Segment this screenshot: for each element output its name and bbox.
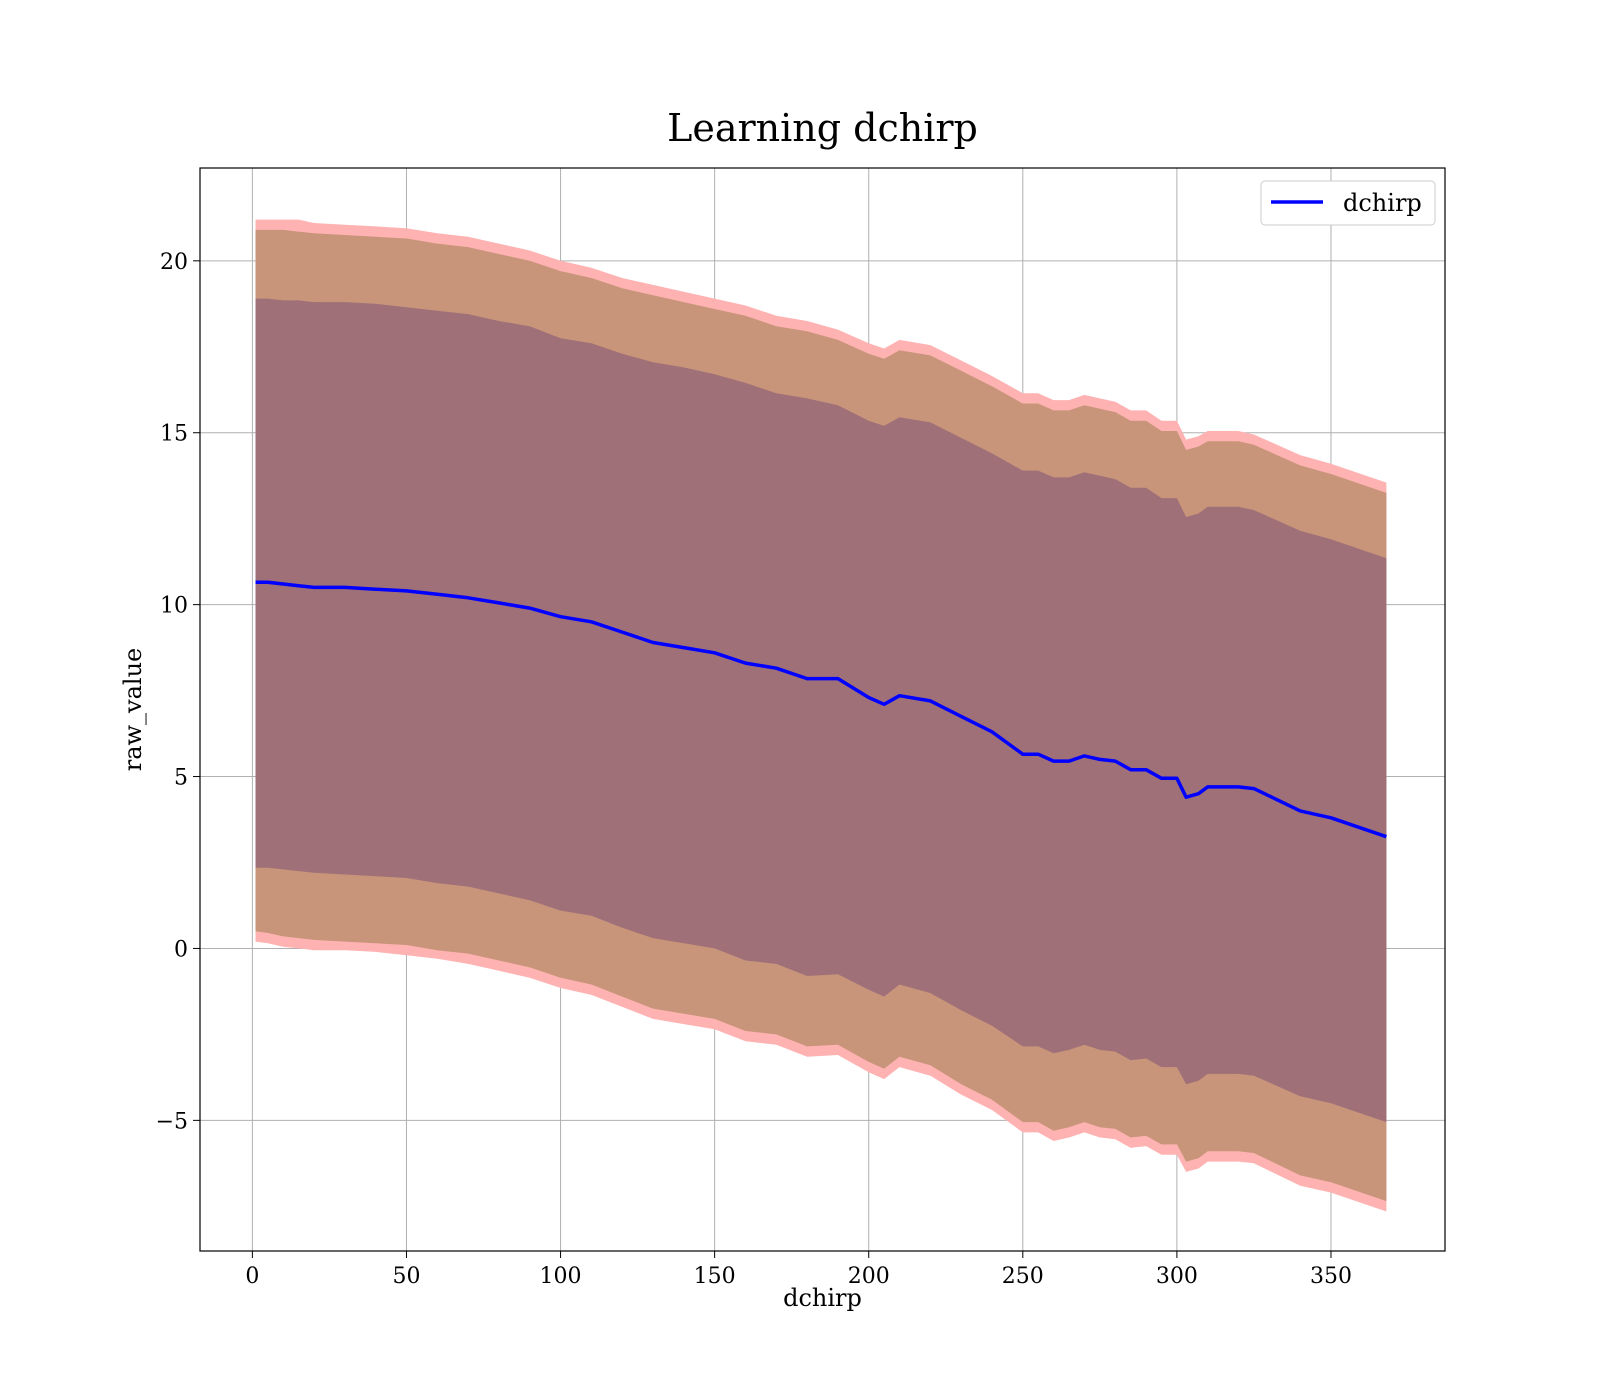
- y-axis-ticks: −5 0 5 10 15 20: [156, 250, 200, 1134]
- x-axis-label: dchirp: [783, 1284, 862, 1312]
- y-tick-label: 20: [160, 250, 188, 275]
- x-tick-label: 250: [1002, 1264, 1044, 1289]
- x-tick-label: 100: [540, 1264, 582, 1289]
- y-tick-label: 0: [174, 937, 188, 962]
- x-tick-label: 50: [392, 1264, 420, 1289]
- x-tick-label: 350: [1310, 1264, 1352, 1289]
- x-tick-label: 300: [1156, 1264, 1198, 1289]
- band-inner: [255, 298, 1387, 1123]
- x-axis-ticks: 0 50 100 150 200 250 300 350: [245, 1251, 1352, 1289]
- y-tick-label: −5: [156, 1109, 188, 1134]
- y-tick-label: 10: [160, 594, 188, 619]
- y-tick-label: 15: [160, 422, 188, 447]
- legend-box: [1260, 180, 1436, 226]
- chart-title: Learning dchirp: [667, 106, 978, 150]
- series-line-dchirp: [255, 580, 1387, 839]
- legend-label-dchirp: dchirp: [1343, 189, 1422, 217]
- x-tick-label: 200: [848, 1264, 890, 1289]
- plot-area: [255, 219, 1387, 1212]
- x-tick-label: 0: [245, 1264, 259, 1289]
- axes-frame: [199, 167, 1446, 1252]
- legend: dchirp: [1260, 180, 1436, 226]
- y-tick-label: 5: [174, 766, 188, 791]
- x-tick-label: 150: [694, 1264, 736, 1289]
- y-axis-label: raw_value: [119, 648, 147, 772]
